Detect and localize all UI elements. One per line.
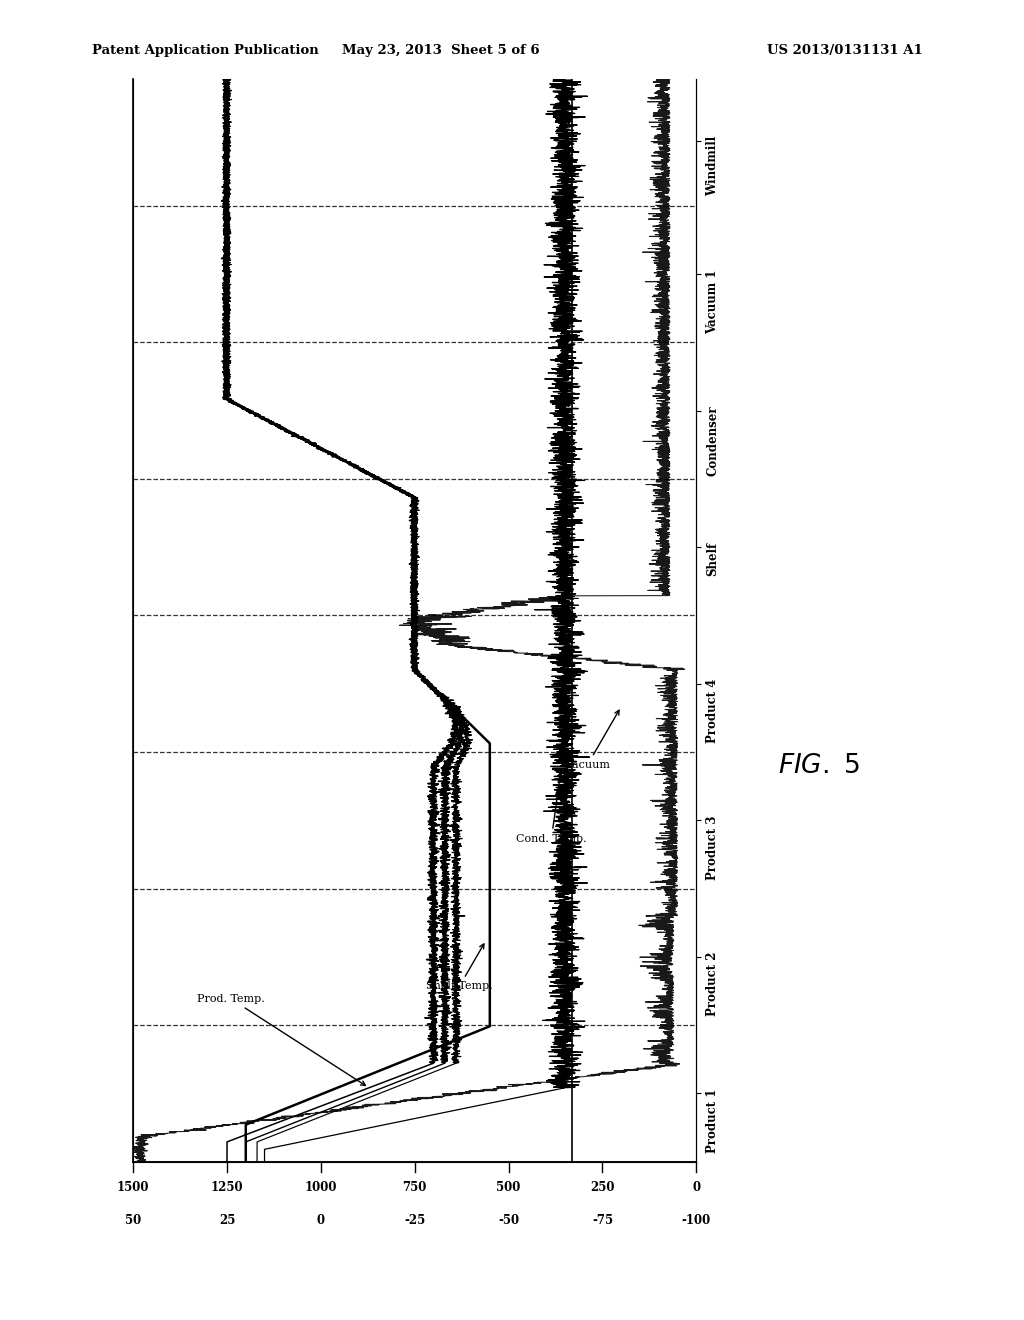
Text: 25: 25: [219, 1214, 236, 1228]
Text: May 23, 2013  Sheet 5 of 6: May 23, 2013 Sheet 5 of 6: [342, 44, 539, 57]
Text: US 2013/0131131 A1: US 2013/0131131 A1: [767, 44, 923, 57]
Text: 250: 250: [590, 1181, 614, 1195]
Text: Patent Application Publication: Patent Application Publication: [92, 44, 318, 57]
Text: -25: -25: [404, 1214, 425, 1228]
Text: -100: -100: [682, 1214, 711, 1228]
Text: Shelf Temp.: Shelf Temp.: [426, 944, 493, 991]
Text: Vacuum: Vacuum: [565, 710, 620, 770]
Text: $\mathit{FIG.\ 5}$: $\mathit{FIG.\ 5}$: [778, 754, 860, 777]
Text: 50: 50: [125, 1214, 141, 1228]
Text: 0: 0: [316, 1214, 325, 1228]
Text: 0: 0: [692, 1181, 700, 1195]
Text: 500: 500: [497, 1181, 521, 1195]
Text: 750: 750: [402, 1181, 427, 1195]
Text: Cond. Temp.: Cond. Temp.: [516, 772, 587, 843]
Text: -50: -50: [498, 1214, 519, 1228]
Text: 1500: 1500: [117, 1181, 150, 1195]
Text: -75: -75: [592, 1214, 613, 1228]
Text: 1000: 1000: [304, 1181, 337, 1195]
Text: Prod. Temp.: Prod. Temp.: [197, 994, 366, 1085]
Text: 1250: 1250: [211, 1181, 244, 1195]
